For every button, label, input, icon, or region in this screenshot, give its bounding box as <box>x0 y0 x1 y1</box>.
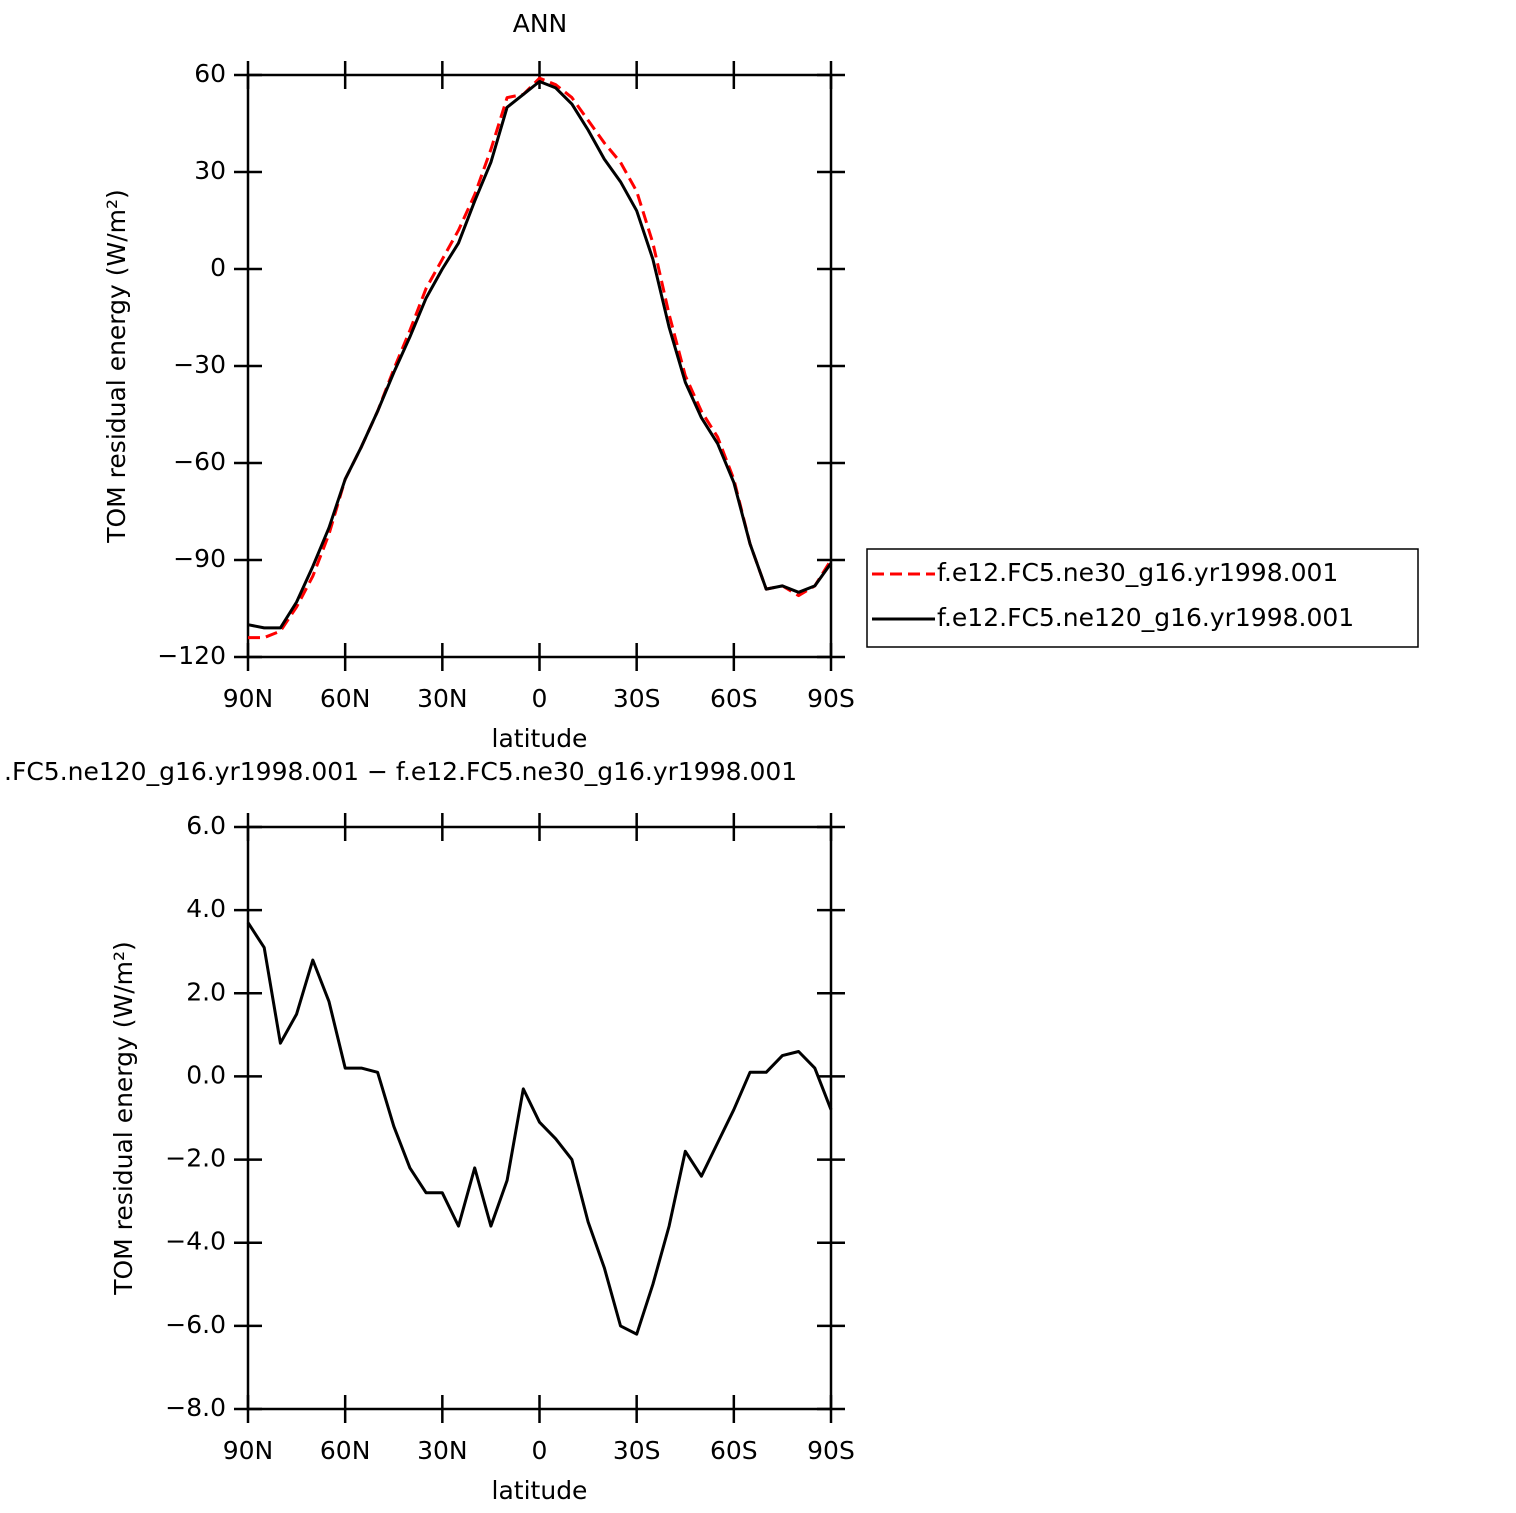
x-tick-label: 90N <box>223 684 274 713</box>
plot-frame <box>246 73 833 659</box>
y-tick-label: −120 <box>157 641 226 670</box>
x-tick-label: 30N <box>417 684 468 713</box>
y-tick-label: −8.0 <box>165 1393 226 1422</box>
x-axis-label: latitude <box>492 724 588 753</box>
y-tick-label: 0.0 <box>186 1060 226 1089</box>
y-tick-label: −6.0 <box>165 1310 226 1339</box>
y-axis-label: TOM residual energy (W/m²) <box>109 941 138 1296</box>
x-tick-label: 0 <box>532 1436 548 1465</box>
x-tick-label: 30S <box>613 684 661 713</box>
legend-box <box>866 548 1419 648</box>
chart-title: .FC5.ne120_g16.yr1998.001 − f.e12.FC5.ne… <box>4 757 797 786</box>
x-tick-label: 60S <box>710 684 758 713</box>
x-tick-label: 0 <box>532 684 548 713</box>
x-tick-label: 90S <box>807 1436 855 1465</box>
y-tick-label: −60 <box>173 447 226 476</box>
legend-label: f.e12.FC5.ne120_g16.yr1998.001 <box>937 603 1354 632</box>
chart-title: ANN <box>513 9 568 38</box>
y-tick-label: −90 <box>173 544 226 573</box>
y-tick-label: 60 <box>194 59 226 88</box>
x-tick-label: 30S <box>613 1436 661 1465</box>
x-axis-label: latitude <box>492 1476 588 1505</box>
x-tick-label: 30N <box>417 1436 468 1465</box>
y-tick-label: 30 <box>194 156 226 185</box>
y-tick-label: 6.0 <box>186 811 226 840</box>
y-tick-label: −30 <box>173 350 226 379</box>
data-line <box>248 76 833 640</box>
data-line <box>246 921 833 1336</box>
y-tick-label: 2.0 <box>186 977 226 1006</box>
y-tick-label: 0 <box>210 253 226 282</box>
y-tick-label: 4.0 <box>186 894 226 923</box>
y-tick-label: −4.0 <box>165 1227 226 1256</box>
plot-frame <box>246 825 833 1411</box>
x-tick-label: 60N <box>320 1436 371 1465</box>
y-tick-label: −2.0 <box>165 1144 226 1173</box>
legend-label: f.e12.FC5.ne30_g16.yr1998.001 <box>937 558 1338 587</box>
data-line <box>247 80 833 630</box>
x-tick-label: 90S <box>807 684 855 713</box>
y-axis-label: TOM residual energy (W/m²) <box>102 189 131 544</box>
x-tick-label: 90N <box>223 1436 274 1465</box>
x-tick-label: 60S <box>710 1436 758 1465</box>
x-tick-label: 60N <box>320 684 371 713</box>
